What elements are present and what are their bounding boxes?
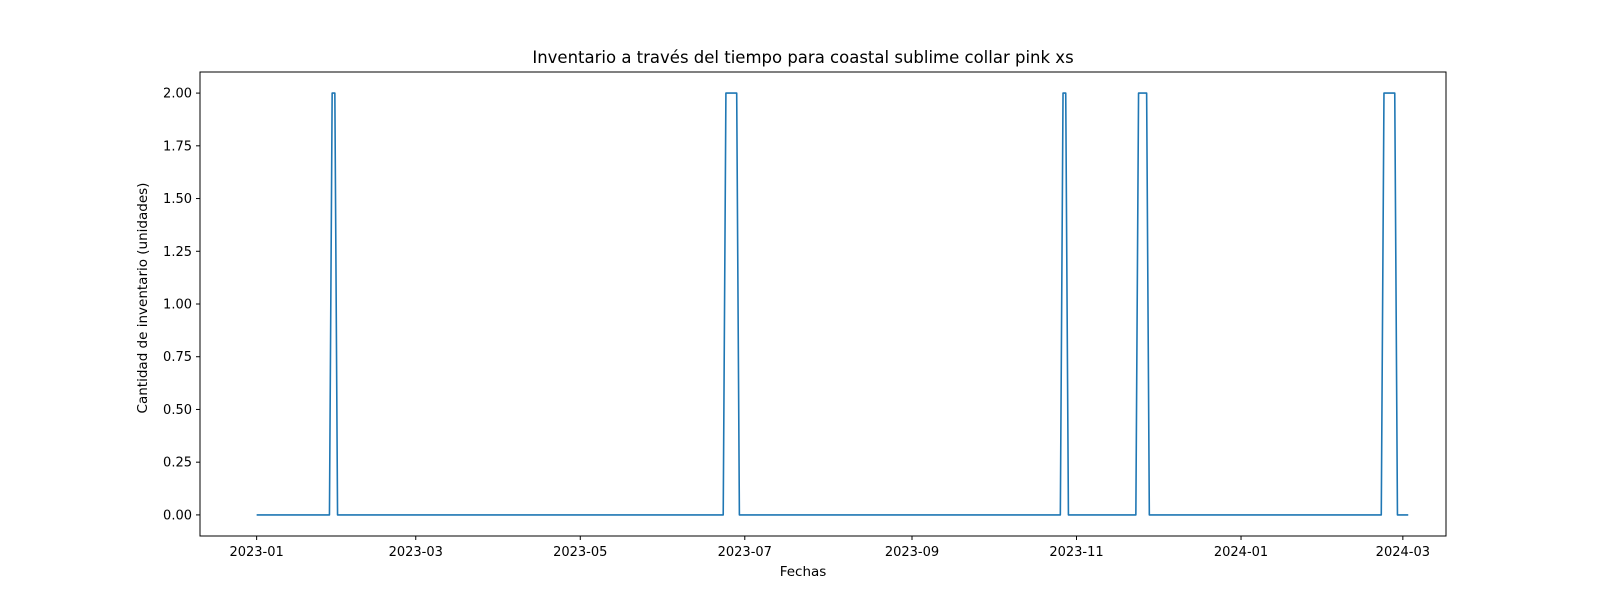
x-axis: 2023-01 2023-03 2023-05 2023-07 2023-09 2023-… <box>229 536 1430 560</box>
y-tick-label: 0.25 <box>163 456 192 471</box>
x-tick-label: 2023-07 <box>718 545 772 560</box>
y-tick-label: 1.00 <box>163 298 192 313</box>
y-tick-label: 0.75 <box>163 350 192 365</box>
x-tick-label: 2023-05 <box>553 545 607 560</box>
x-tick-label: 2023-09 <box>885 545 939 560</box>
x-tick-label: 2023-01 <box>229 545 283 560</box>
y-tick-label: 0.00 <box>163 508 192 523</box>
plot-area <box>199 71 1447 537</box>
y-tick-label: 1.50 <box>163 192 192 207</box>
y-tick-label: 0.50 <box>163 403 192 418</box>
x-tick-label: 2024-03 <box>1376 545 1430 560</box>
y-axis: 0.00 0.25 0.50 0.75 1.00 1.25 1.50 1.75 2.00 <box>163 87 200 523</box>
series-line-1 <box>256 92 1409 516</box>
x-axis-label: Fechas <box>780 564 827 580</box>
x-tick-label: 2023-11 <box>1049 545 1103 560</box>
y-tick-label: 1.75 <box>163 139 192 154</box>
plot-frame <box>199 71 1447 537</box>
x-tick-label: 2023-03 <box>389 545 443 560</box>
y-tick-label: 1.25 <box>163 245 192 260</box>
chart-title: Inventario a través del tiempo para coas… <box>532 48 1073 67</box>
y-axis-label: Cantidad de inventario (unidades) <box>135 183 151 414</box>
y-tick-label: 2.00 <box>163 87 192 102</box>
x-tick-label: 2024-01 <box>1214 545 1268 560</box>
